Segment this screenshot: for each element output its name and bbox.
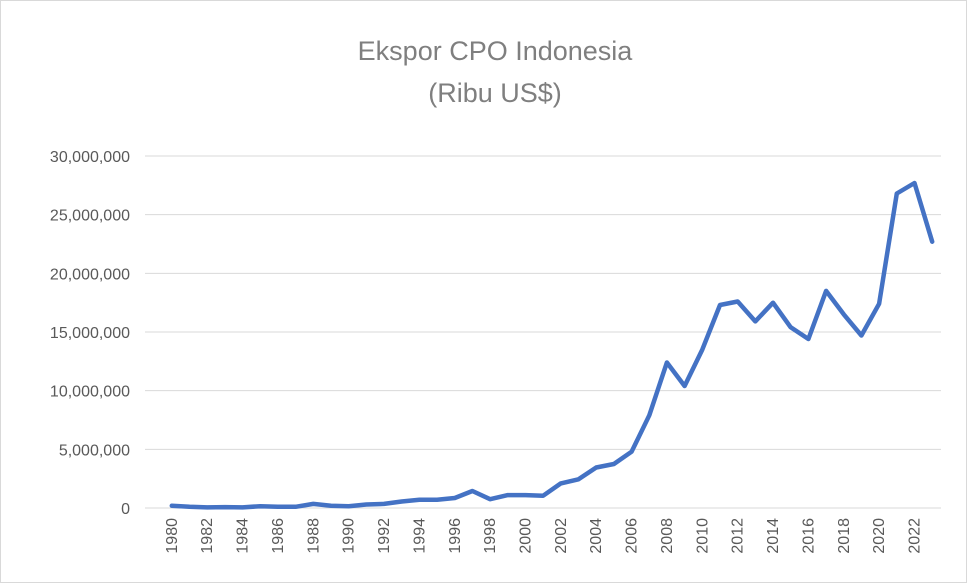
y-tick-label: 20,000,000	[50, 266, 130, 283]
x-tick-label: 1988	[305, 518, 322, 554]
x-tick-label: 1996	[447, 518, 464, 554]
y-tick-label: 30,000,000	[50, 149, 130, 166]
y-tick-label: 0	[121, 501, 130, 518]
x-tick-label: 1990	[341, 518, 358, 554]
x-tick-label: 2010	[694, 518, 711, 554]
y-tick-label: 5,000,000	[59, 442, 130, 459]
x-tick-label: 1992	[376, 518, 393, 554]
x-tick-label: 2022	[906, 518, 923, 554]
x-tick-label: 1980	[164, 518, 181, 554]
chart-title: Ekspor CPO Indonesia	[358, 36, 634, 66]
x-tick-label: 2014	[765, 518, 782, 554]
x-tick-label: 2020	[871, 518, 888, 554]
x-tick-label: 1982	[199, 518, 216, 554]
x-tick-label: 1998	[482, 518, 499, 554]
y-tick-label: 15,000,000	[50, 325, 130, 342]
x-tick-label: 2008	[659, 518, 676, 554]
y-tick-label: 25,000,000	[50, 208, 130, 225]
x-tick-label: 2018	[836, 518, 853, 554]
x-tick-label: 1986	[270, 518, 287, 554]
x-tick-label: 2004	[588, 518, 605, 554]
x-tick-label: 1984	[235, 518, 252, 554]
x-tick-label: 2000	[517, 518, 534, 554]
x-tick-label: 2012	[730, 518, 747, 554]
chart-subtitle: (Ribu US$)	[428, 78, 562, 108]
y-tick-label: 10,000,000	[50, 384, 130, 401]
x-tick-label: 2006	[624, 518, 641, 554]
x-tick-label: 2016	[800, 518, 817, 554]
x-tick-label: 2002	[553, 518, 570, 554]
x-tick-label: 1994	[411, 518, 428, 554]
chart: Ekspor CPO Indonesia (Ribu US$) 0 5,000,0…	[0, 0, 967, 583]
